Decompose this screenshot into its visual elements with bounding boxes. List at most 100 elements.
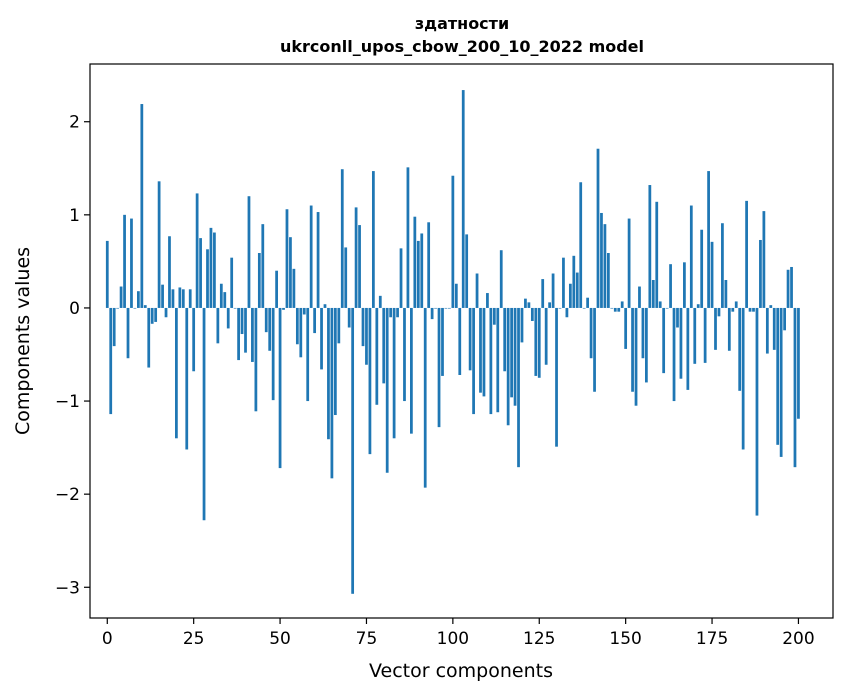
bar-component-2: [112, 307, 116, 347]
bar-component-58: [306, 307, 310, 402]
bar-component-176: [714, 307, 717, 350]
bar-component-154: [638, 286, 641, 308]
bar-component-36: [230, 257, 234, 308]
bar-component-184: [741, 307, 745, 450]
bar-component-144: [603, 224, 607, 308]
bar-component-55: [295, 307, 299, 345]
bar-component-130: [555, 307, 558, 447]
bar-component-111: [489, 307, 493, 415]
bar-component-185: [745, 200, 748, 308]
bar-component-22: [181, 289, 185, 308]
bar-component-147: [613, 307, 617, 312]
bar-component-166: [679, 307, 683, 379]
bar-component-150: [624, 307, 628, 349]
bar-component-138: [582, 307, 586, 309]
bar-component-153: [634, 307, 638, 406]
bar-component-93: [427, 222, 431, 308]
bar-component-37: [233, 307, 237, 309]
bar-component-151: [627, 218, 631, 308]
bar-component-142: [596, 148, 600, 308]
y-axis-ticks: −3 −2 −1 0 1 2: [55, 113, 90, 598]
bar-component-160: [658, 301, 662, 308]
bar-component-200: [797, 307, 800, 419]
bar-component-68: [340, 169, 344, 308]
x-tick-label: 175: [696, 629, 728, 649]
bar-component-100: [451, 175, 455, 308]
bar-component-38: [237, 307, 240, 361]
bar-component-0: [105, 240, 109, 308]
bar-component-155: [641, 307, 645, 359]
bar-component-98: [444, 307, 448, 309]
bar-component-31: [213, 232, 216, 308]
x-tick-label: 200: [782, 629, 814, 649]
x-tick-label: 0: [102, 629, 113, 649]
bar-component-75: [365, 307, 368, 365]
bar-component-196: [783, 307, 786, 331]
x-tick-label: 100: [437, 629, 469, 649]
bar-component-17: [164, 307, 168, 318]
bar-component-137: [579, 182, 583, 308]
bar-component-18: [168, 236, 171, 308]
bar-component-95: [434, 307, 437, 309]
x-tick-label: 150: [609, 629, 641, 649]
bar-component-67: [337, 307, 341, 344]
bar-component-115: [503, 307, 507, 372]
bar-component-7: [130, 218, 133, 308]
bar-component-194: [776, 307, 780, 445]
bar-component-43: [254, 307, 258, 412]
bar-component-188: [755, 307, 759, 516]
bar-component-186: [748, 307, 752, 312]
bar-component-19: [171, 289, 175, 308]
bar-component-80: [382, 307, 386, 384]
bar-component-83: [392, 307, 396, 439]
bar-component-183: [738, 307, 742, 391]
bar-component-84: [396, 307, 399, 318]
bar-component-167: [683, 262, 686, 308]
bar-component-9: [137, 291, 140, 308]
bar-component-123: [530, 307, 534, 321]
bar-component-42: [251, 307, 254, 362]
bar-component-114: [499, 250, 503, 308]
bar-component-96: [437, 307, 441, 428]
bar-component-159: [655, 201, 659, 308]
bar-component-189: [759, 239, 762, 308]
bar-component-88: [410, 307, 413, 434]
bar-component-177: [717, 307, 721, 317]
bar-component-35: [226, 307, 230, 329]
bar-component-135: [572, 255, 576, 308]
bar-component-198: [790, 266, 793, 308]
bar-component-92: [423, 307, 427, 488]
bar-component-47: [268, 307, 272, 351]
bar-component-113: [496, 307, 500, 413]
bar-component-4: [119, 286, 123, 308]
bar-component-50: [278, 307, 282, 469]
bar-component-149: [620, 301, 624, 308]
bar-component-107: [475, 273, 479, 308]
bar-component-170: [693, 307, 697, 364]
bar-component-74: [361, 307, 365, 347]
bar-component-54: [292, 268, 296, 308]
x-tick-label: 75: [356, 629, 378, 649]
bar-component-187: [752, 307, 755, 312]
bar-component-120: [520, 307, 524, 343]
bar-component-139: [586, 297, 590, 308]
bar-component-34: [223, 292, 227, 308]
bar-component-30: [209, 227, 213, 308]
bar-component-157: [648, 185, 652, 308]
y-tick-label: 1: [69, 206, 80, 226]
bar-component-39: [240, 307, 244, 335]
bar-component-148: [617, 307, 621, 312]
bar-component-11: [143, 305, 147, 308]
bar-component-133: [565, 307, 569, 318]
bar-component-73: [358, 225, 361, 308]
bar-component-76: [368, 307, 372, 455]
bar-component-24: [188, 289, 192, 308]
bar-component-21: [178, 287, 182, 308]
bar-component-78: [375, 307, 379, 405]
bar-component-23: [185, 307, 189, 450]
bar-component-197: [786, 269, 790, 308]
bar-component-56: [299, 307, 303, 358]
bar-component-60: [313, 307, 317, 334]
chart-title-line2: ukrconll_upos_cbow_200_10_2022 model: [280, 37, 644, 56]
plot-area-frame: [89, 63, 834, 619]
